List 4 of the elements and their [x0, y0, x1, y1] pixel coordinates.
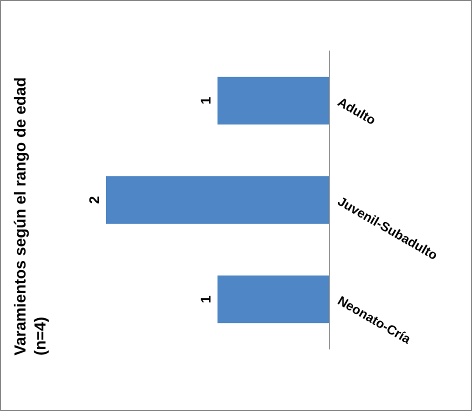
data-label: 2: [86, 196, 102, 204]
data-label: 1: [198, 295, 214, 304]
data-label: 1: [198, 96, 214, 105]
text: Varamientos según el rango de edad (n=4): [12, 72, 50, 356]
